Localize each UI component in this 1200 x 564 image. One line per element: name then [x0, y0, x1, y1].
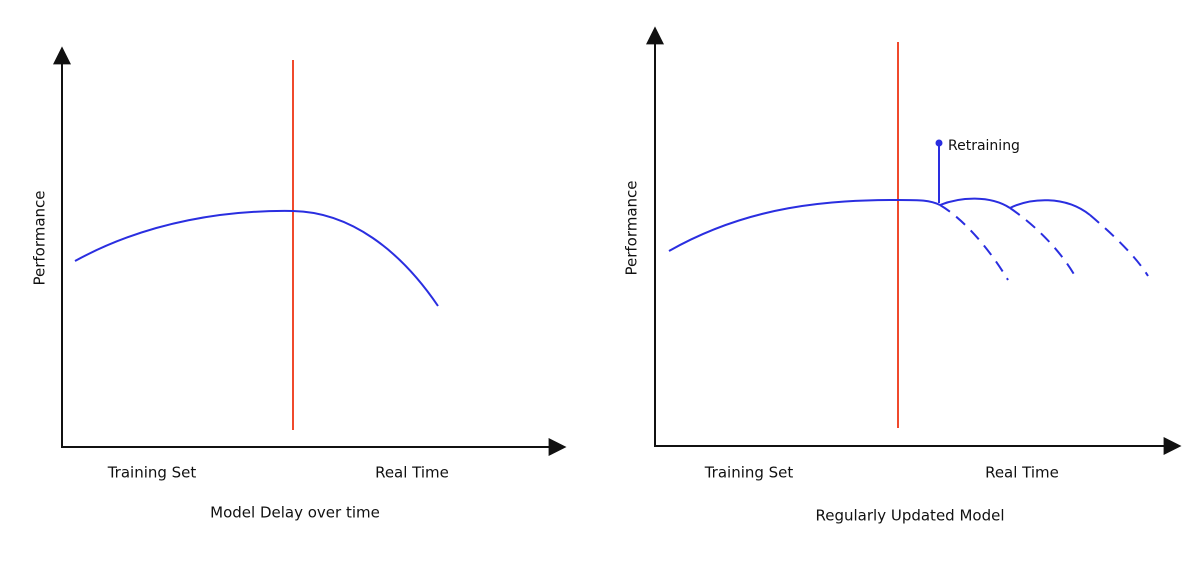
- panel-right: Retraining Performance Training Set Real…: [623, 26, 1182, 525]
- caption: Model Delay over time: [210, 504, 380, 522]
- decay-curve: [1089, 214, 1149, 277]
- axes: [53, 46, 567, 456]
- annotation: Retraining: [948, 138, 1020, 154]
- axes: [646, 26, 1182, 455]
- performance-curve: [668, 198, 941, 252]
- performance-curve: [74, 209, 439, 307]
- y-label: Performance: [623, 180, 641, 275]
- retrained-curve: [1009, 199, 1091, 216]
- decay-curve: [939, 204, 1009, 281]
- x-label: Training Set: [107, 464, 197, 482]
- decay-curve: [1009, 207, 1076, 277]
- x-label: Real Time: [375, 464, 449, 482]
- caption: Regularly Updated Model: [816, 507, 1005, 525]
- x-label: Real Time: [985, 464, 1059, 482]
- y-label: Performance: [31, 190, 49, 285]
- panel-left: Performance Training Set Real Time Model…: [31, 46, 567, 522]
- retrained-curve: [939, 197, 1011, 209]
- annotation-dot: [935, 139, 943, 147]
- x-label: Training Set: [704, 464, 794, 482]
